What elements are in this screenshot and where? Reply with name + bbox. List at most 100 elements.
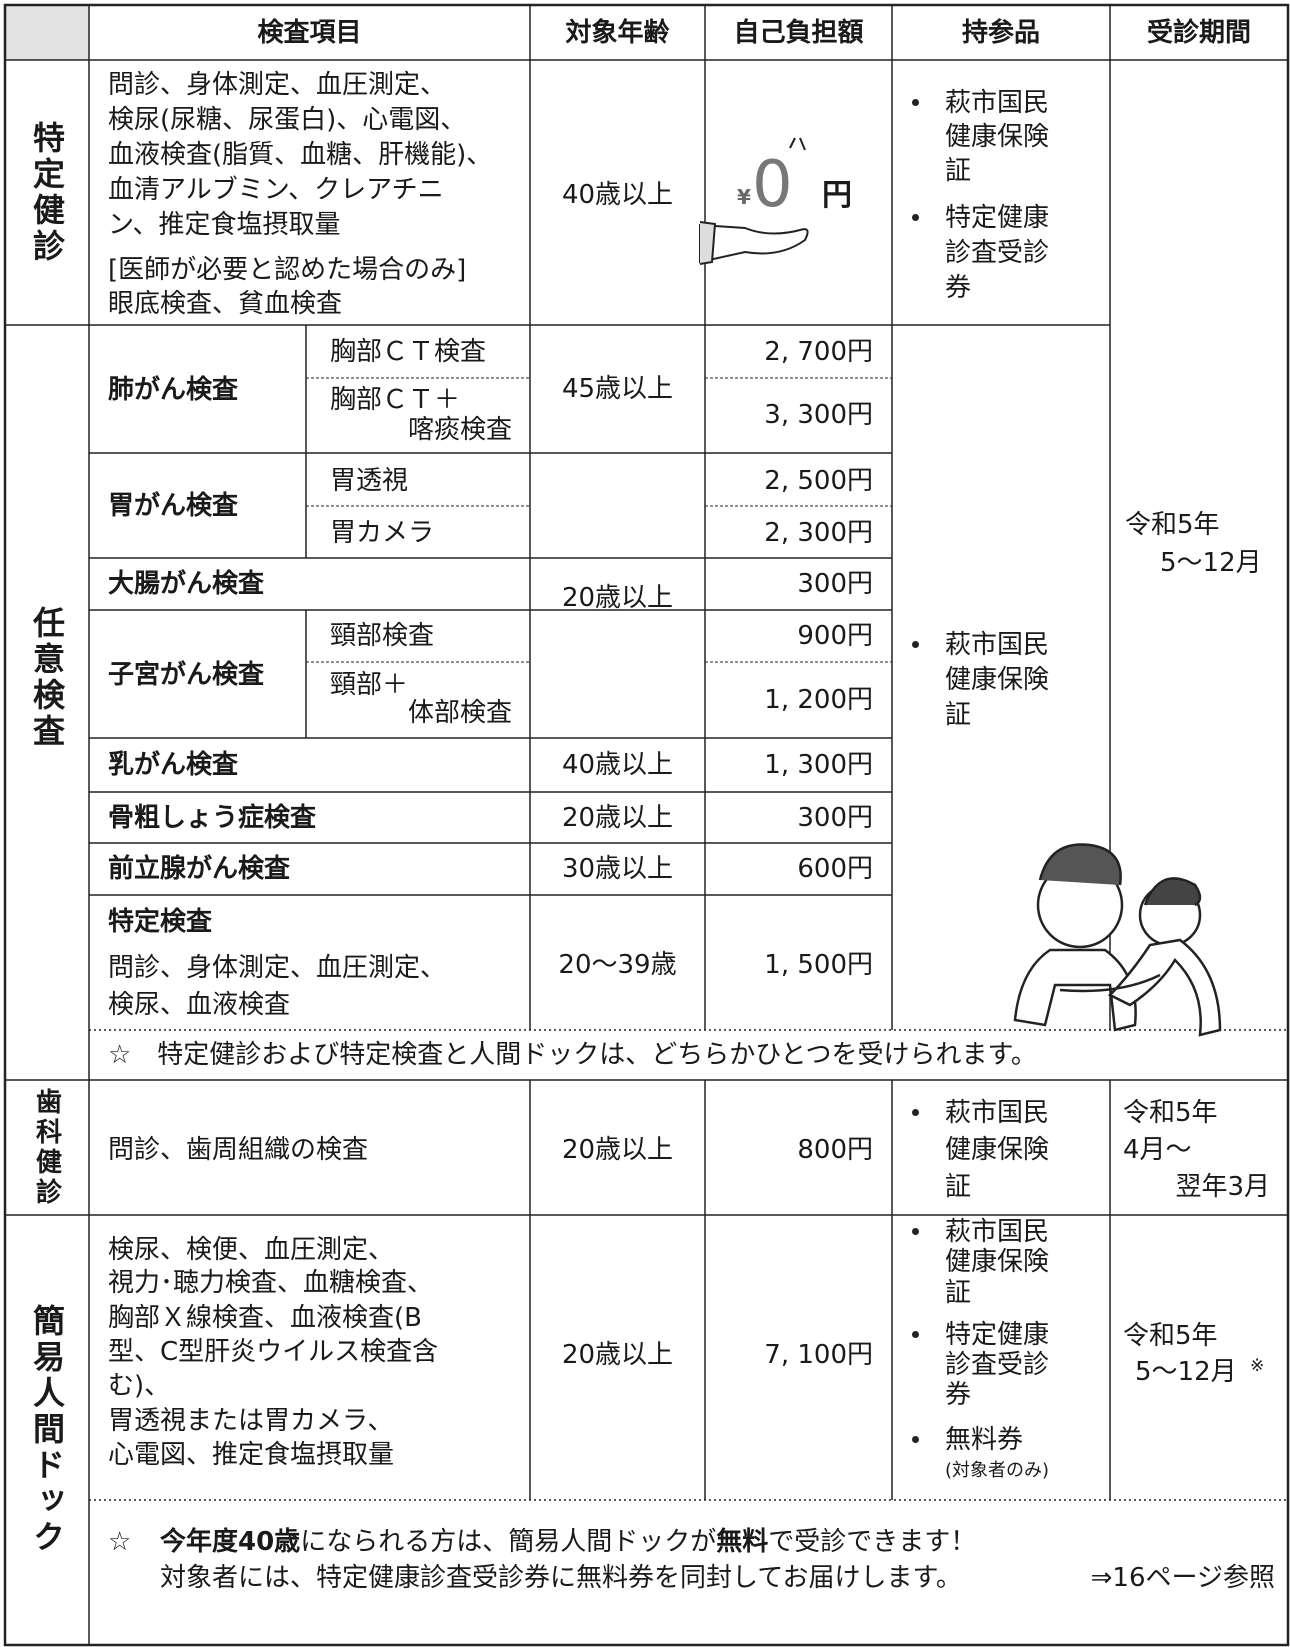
exam-item: 型、C型肝炎ウイルス検査含	[108, 1337, 439, 1367]
fee: 7, 100円	[764, 1340, 873, 1370]
note-text: 対象者には、特定健康診査受診券に無料券を同封してお届けします。	[160, 1563, 962, 1593]
bring-item: 萩市国民	[945, 1217, 1050, 1247]
bring-item: 診査受診	[945, 1350, 1050, 1380]
sub-exam: 体部検査	[407, 698, 512, 728]
sub-exam: 喀痰検査	[407, 415, 512, 445]
section-label: 特定健診	[28, 120, 66, 265]
age: 40歳以上	[561, 180, 674, 210]
period: 5〜12月	[1160, 548, 1262, 578]
note-line: 今年度40歳になられる方は、簡易人間ドックが無料で受診できます！	[160, 1525, 976, 1559]
bring-item: 特定健康	[945, 1320, 1050, 1350]
age: 20〜39歳	[558, 950, 677, 980]
period: 令和5年	[1123, 1098, 1218, 1128]
bullet	[912, 1436, 919, 1443]
age: 20歳以上	[561, 583, 674, 613]
note-text: になられる方は、簡易人間ドックが	[300, 1527, 717, 1557]
bring-item: 券	[945, 1380, 972, 1410]
column-header: 持参品	[961, 18, 1040, 48]
exam-item: ン、推定食塩摂取量	[108, 210, 341, 240]
fee: 1, 300円	[764, 750, 873, 780]
bring-item: 萩市国民	[945, 1098, 1050, 1128]
note-text: で受診できます！	[768, 1527, 977, 1557]
age: 30歳以上	[561, 854, 674, 884]
bring-item: 券	[945, 273, 972, 303]
exam-item: [医師が必要と認めた場合のみ]	[108, 255, 467, 285]
exam-name: 子宮がん検査	[108, 660, 265, 690]
sub-exam: 胸部ＣＴ検査	[330, 337, 487, 367]
exam-item: 血清アルブミン、クレアチニ	[108, 175, 444, 205]
period: 翌年3月	[1175, 1172, 1270, 1202]
age: 40歳以上	[561, 750, 674, 780]
bring-item: 健康保険	[945, 1135, 1050, 1165]
bring-item: 証	[945, 1278, 972, 1308]
bring-item: 証	[945, 156, 972, 186]
sub-exam: 胃透視	[330, 466, 409, 496]
period: 令和5年	[1125, 510, 1220, 540]
column-header: 自己負担額	[733, 18, 864, 48]
bullet	[912, 214, 919, 221]
bring-item: 健康保険	[945, 122, 1050, 152]
exam-name: 特定検査	[108, 907, 213, 937]
sub-exam: 胸部ＣＴ＋	[330, 385, 461, 415]
fee-symbol: ¥	[737, 185, 751, 209]
fee: 3, 300円	[764, 400, 873, 430]
exam-item: 問診、身体測定、血圧測定、	[108, 953, 447, 983]
sub-exam: 胃カメラ	[330, 518, 435, 548]
fee: 1, 500円	[764, 950, 873, 980]
period: 5〜12月	[1135, 1357, 1237, 1387]
age: 45歳以上	[561, 374, 674, 404]
period-mark: ※	[1250, 1356, 1265, 1376]
exam-name: 胃がん検査	[108, 491, 239, 521]
column-header: 対象年齢	[565, 18, 670, 48]
exam-name: 大腸がん検査	[108, 569, 265, 599]
section-label: 簡易人間ドック	[28, 1304, 66, 1556]
bring-item: 萩市国民	[945, 88, 1050, 118]
fee: 2, 300円	[764, 518, 873, 548]
fee: 800円	[797, 1135, 873, 1165]
exam-item: 胃透視または胃カメラ、	[108, 1406, 394, 1436]
exam-item: 検尿(尿糖、尿蛋白)、心電図、	[108, 105, 467, 135]
bring-item: 証	[945, 700, 972, 730]
period: 令和5年	[1123, 1321, 1218, 1351]
exam-name: 肺がん検査	[108, 375, 239, 405]
note-text: 無料	[716, 1527, 769, 1557]
fee-amount: 0	[752, 147, 793, 222]
exam-item: む)、	[108, 1371, 171, 1401]
fee: 300円	[797, 569, 873, 599]
age: 20歳以上	[561, 1340, 674, 1370]
bring-item: 萩市国民	[945, 630, 1050, 660]
sub-exam: 頸部＋	[330, 670, 409, 700]
exam-item: 血液検査(脂質、血糖、肝機能)、	[108, 140, 493, 170]
fee: 600円	[797, 854, 873, 884]
exam-item: 胸部Ｘ線検査、血液検査(B	[108, 1303, 422, 1333]
section-label: 任意検査	[28, 605, 66, 750]
fee: 2, 700円	[764, 337, 873, 367]
exam-name: 骨粗しょう症検査	[108, 803, 317, 833]
note-ref: ⇒16ページ参照	[1090, 1563, 1275, 1593]
age: 20歳以上	[561, 1135, 674, 1165]
exam-name: 前立腺がん検査	[108, 854, 291, 884]
exam-item: 検尿、検便、血圧測定、	[108, 1235, 395, 1265]
bring-note: (対象者のみ)	[945, 1459, 1050, 1481]
bring-item: 無料券	[945, 1425, 1024, 1455]
section-label: 歯科健診	[31, 1087, 62, 1208]
bullet	[912, 1331, 919, 1338]
note-text: 今年度40歳	[160, 1527, 301, 1557]
exam-name: 乳がん検査	[108, 750, 239, 780]
bullet	[912, 1228, 919, 1235]
exam-item: 問診、歯周組織の検査	[108, 1135, 369, 1165]
bullet	[912, 1109, 919, 1116]
note: ☆ 特定健診および特定検査と人間ドックは、どちらかひとつを受けられます。	[108, 1040, 1037, 1070]
exam-item: 検尿、血液検査	[108, 990, 291, 1020]
bring-item: 健康保険	[945, 665, 1050, 695]
exam-item: 心電図、推定食塩摂取量	[108, 1440, 395, 1470]
fee: 300円	[797, 803, 873, 833]
column-header: 受診期間	[1146, 18, 1251, 48]
doctor-illustration	[1013, 843, 1222, 1037]
fee: 1, 200円	[764, 685, 873, 715]
bring-item: 証	[945, 1172, 972, 1202]
bring-item: 特定健康	[945, 203, 1050, 233]
exam-item: 視力･聴力検査、血糖検査、	[108, 1268, 434, 1298]
fee: 900円	[797, 621, 873, 651]
